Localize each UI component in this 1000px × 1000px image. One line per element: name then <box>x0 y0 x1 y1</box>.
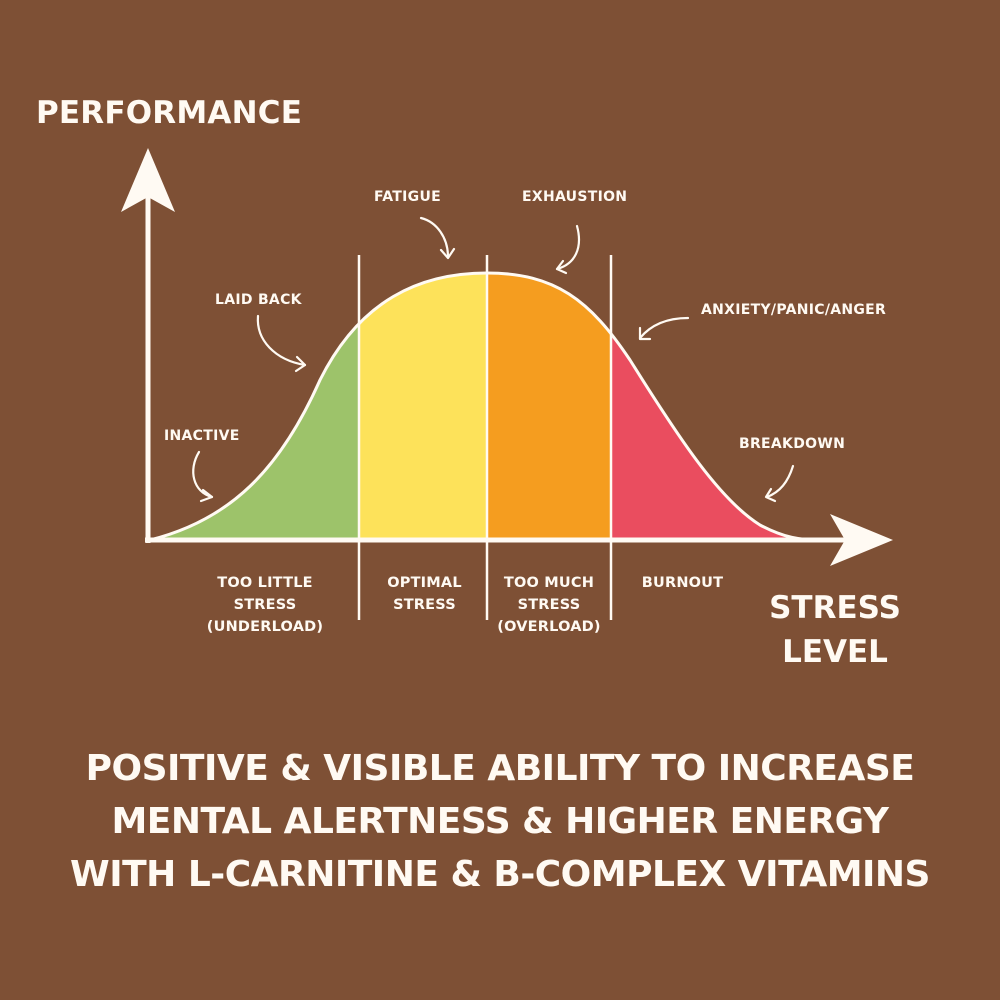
annotation-anxiety: ANXIETY/PANIC/ANGER <box>701 302 887 318</box>
zone-label-optimal: OPTIMAL STRESS <box>387 575 462 613</box>
annotation-laid-back: LAID BACK <box>215 292 302 308</box>
zone-fill-optimal <box>359 273 487 540</box>
zone-fill-burnout <box>611 273 820 540</box>
y-axis-title: PERFORMANCE <box>36 95 303 131</box>
exhaustion-arrow-icon <box>555 224 581 275</box>
zone-label-underload: TOO LITTLE STRESS (UNDERLOAD) <box>206 575 324 635</box>
laid-back-arrow-icon <box>256 314 307 373</box>
zone-label-burnout: BURNOUT <box>641 575 724 591</box>
headline-line1: POSITIVE & VISIBLE ABILITY TO INCREASE <box>85 748 915 789</box>
annotation-fatigue: FATIGUE <box>374 189 441 205</box>
performance-curve <box>149 271 821 542</box>
x-axis-title-line2: LEVEL <box>782 634 888 670</box>
x-axis-title-line1: STRESS <box>769 590 901 626</box>
x-axis-title: STRESS LEVEL <box>760 586 910 674</box>
headline: POSITIVE & VISIBLE ABILITY TO INCREASE M… <box>0 742 1000 901</box>
annotation-exhaustion: EXHAUSTION <box>522 189 628 205</box>
annotation-breakdown: BREAKDOWN <box>739 436 846 452</box>
headline-line2: MENTAL ALERTNESS & HIGHER ENERGY <box>111 801 889 842</box>
zone-fill-overload <box>487 273 611 540</box>
x-axis-arrow-icon <box>830 514 893 566</box>
annotation-inactive: INACTIVE <box>164 428 240 444</box>
zone-label-overload: TOO MUCH STRESS (OVERLOAD) <box>497 575 601 635</box>
inactive-arrow-icon <box>192 450 214 503</box>
fatigue-arrow-icon <box>419 216 456 260</box>
y-axis-arrow-icon <box>121 148 175 212</box>
breakdown-arrow-icon <box>764 464 795 503</box>
anxiety-arrow-icon <box>638 316 690 341</box>
headline-line3: WITH L-CARNITINE & B-COMPLEX VITAMINS <box>70 854 930 895</box>
